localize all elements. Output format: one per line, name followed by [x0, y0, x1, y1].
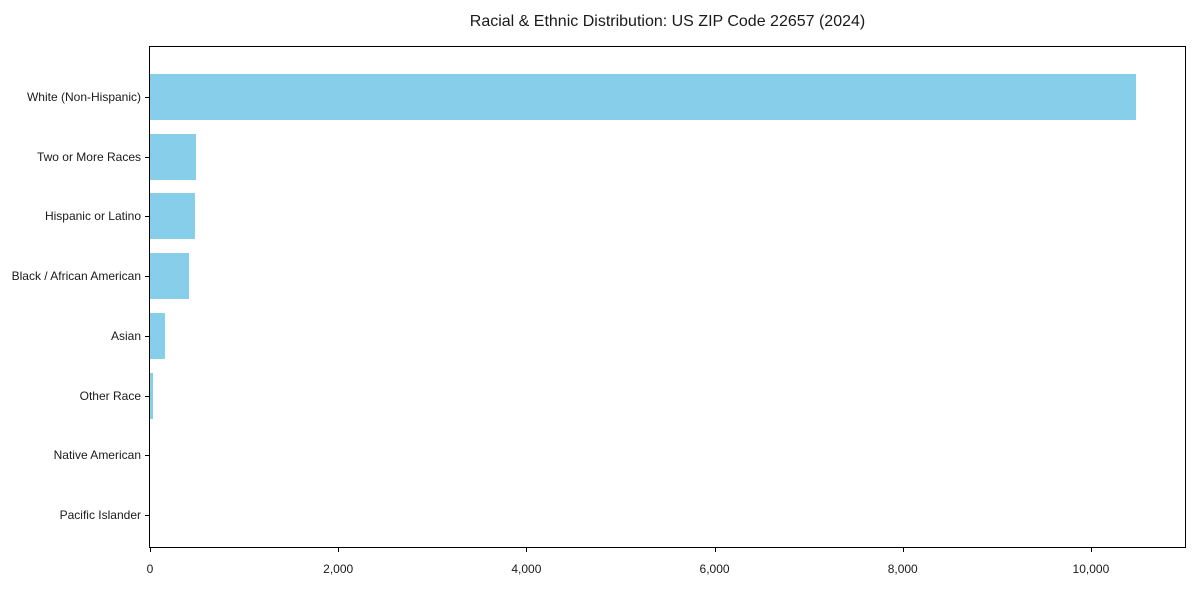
y-tick-mark [145, 276, 150, 278]
bar [150, 74, 1137, 120]
y-tick-mark [145, 97, 150, 98]
bar [150, 372, 153, 419]
x-tick-label: 2,000 [323, 562, 354, 576]
category-label: Hispanic or Latino [44, 209, 141, 224]
x-tick-label: 8,000 [887, 562, 918, 576]
chart-title: Racial & Ethnic Distribution: US ZIP Cod… [469, 13, 866, 30]
category-label: Black / African American [11, 269, 141, 284]
y-tick-mark [145, 335, 150, 337]
bars-layer [150, 47, 1185, 547]
bar [150, 133, 197, 180]
y-tick-mark [145, 455, 150, 457]
x-tick-label: 0 [146, 562, 154, 576]
category-label: Pacific Islander [59, 507, 141, 522]
x-tick-mark [902, 547, 904, 552]
category-label: Native American [53, 448, 141, 463]
bar [150, 312, 166, 359]
category-label: Other Race [79, 388, 141, 403]
y-tick-mark [145, 395, 150, 397]
category-label: White (Non-Hispanic) [26, 90, 141, 104]
plot-area: White (Non-Hispanic) Two or More Races His… [12, 46, 1186, 575]
y-axis: White (Non-Hispanic) Two or More Races His… [12, 47, 1185, 547]
x-tick-label: 6,000 [699, 562, 730, 576]
x-tick-mark [150, 547, 151, 552]
x-axis: 0 2,000 4,000 6,000 8,000 10,000 [147, 47, 1185, 575]
x-tick-mark [338, 547, 340, 552]
x-tick-label: 4,000 [511, 562, 542, 576]
y-tick-mark [145, 156, 150, 158]
bar [150, 253, 189, 300]
x-tick-mark [1090, 547, 1092, 552]
bar [150, 193, 196, 240]
x-tick-label: 10,000 [1072, 562, 1110, 576]
category-label: Two or More Races [36, 149, 141, 164]
category-label: Asian [110, 328, 141, 343]
x-tick-mark [714, 547, 716, 552]
y-tick-mark [145, 216, 150, 218]
y-tick-mark [145, 514, 150, 516]
x-tick-mark [526, 547, 528, 552]
